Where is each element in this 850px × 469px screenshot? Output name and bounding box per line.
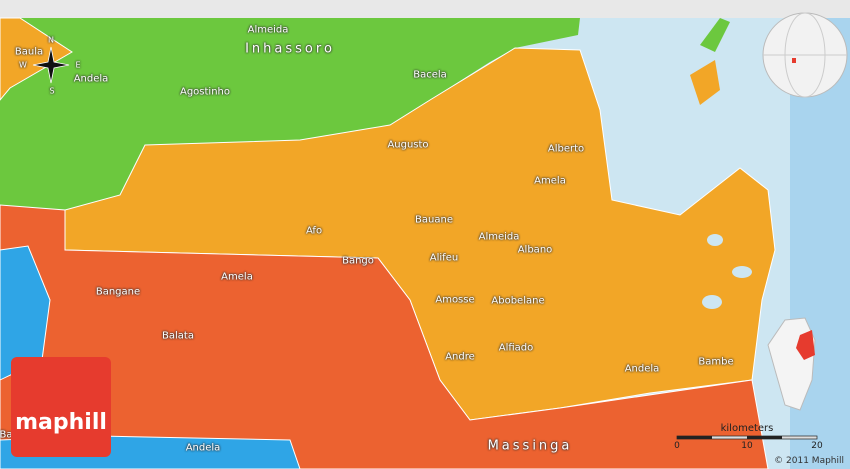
place-label: Abobelane (491, 295, 545, 307)
region-green (0, 18, 580, 210)
place-label: Alberto (547, 143, 585, 155)
region-label: Massinga (487, 438, 573, 454)
region-orange-nw (0, 17, 73, 101)
compass-w: W (19, 60, 27, 70)
place-label: Andela (73, 73, 109, 85)
place-label: Bauane (415, 214, 453, 226)
place-label: Almeida (247, 24, 289, 36)
place-label: Bacela (413, 69, 447, 81)
compass-e: E (75, 60, 81, 70)
place-label: Bambe (698, 356, 734, 368)
place-label: Bango (342, 255, 374, 267)
place-label: Afo (305, 225, 323, 237)
scale-tick: 20 (811, 441, 823, 451)
compass-n: N (48, 35, 54, 45)
island (700, 18, 730, 52)
place-label: Alfiado (498, 342, 534, 354)
compass-s: S (49, 86, 55, 96)
place-label: Alifeu (429, 252, 459, 264)
place-label: Ba (0, 429, 13, 441)
island (690, 60, 720, 105)
place-label: Agostinho (179, 86, 231, 98)
place-label: Andre (445, 351, 475, 363)
scale-title: kilometers (720, 423, 774, 434)
copyright: © 2011 Maphill (774, 456, 844, 466)
place-label: Amosse (435, 294, 475, 306)
region-label: Inhassoro (245, 41, 335, 57)
place-label: Balata (162, 330, 194, 342)
region-blue-west (0, 245, 51, 381)
region-red (0, 204, 769, 469)
maphill-logo[interactable]: maphill (11, 357, 111, 457)
scale-tick: 0 (674, 441, 680, 451)
place-label: Andela (624, 363, 660, 375)
place-label: Bangane (95, 286, 141, 298)
place-label: Almeida (478, 231, 520, 243)
place-label: Amela (221, 271, 253, 283)
place-label: Andela (185, 442, 221, 454)
place-label: Baula (14, 46, 44, 58)
place-label: Augusto (387, 139, 429, 151)
compass-rose-icon (32, 46, 70, 84)
place-label: Amela (534, 175, 566, 187)
scale-tick: 10 (741, 441, 753, 451)
place-label: Albano (517, 244, 553, 256)
scale-bar (676, 435, 818, 440)
